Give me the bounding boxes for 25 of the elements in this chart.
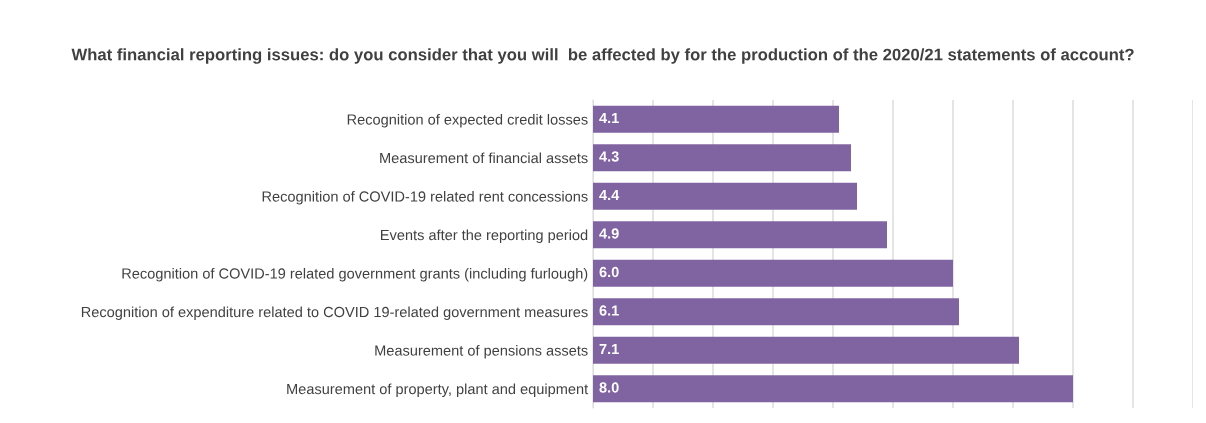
chart-title: What financial reporting issues: do you consider that you will be affected by for the production of the 2020/21 statements of account? — [71, 48, 1134, 64]
y-tick-label: Recognition of COVID-19 related rent concessions — [262, 190, 588, 205]
y-tick-label: Recognition of expenditure related to COVID 19-related government measures — [81, 306, 588, 321]
bar — [593, 221, 887, 249]
bar — [593, 298, 959, 326]
y-tick-label: Measurement of property, plant and equipment — [287, 383, 589, 398]
data-label: 6.1 — [599, 305, 619, 316]
bar — [593, 375, 1073, 403]
y-tick-label: Measurement of financial assets — [380, 152, 588, 164]
data-label: 4.4 — [599, 189, 620, 201]
y-tick-label: Events after the reporting period — [381, 229, 588, 244]
data-label: 7.1 — [599, 343, 619, 355]
data-label: 6.0 — [599, 266, 619, 278]
y-tick-label: Recognition of COVID-19 related government grants (including furlough) — [122, 267, 588, 282]
data-label: 4.1 — [599, 112, 619, 124]
bar — [593, 144, 851, 172]
data-label: 8.0 — [599, 382, 619, 393]
bar — [593, 336, 1019, 364]
y-tick-label: Measurement of pensions assets — [375, 344, 588, 359]
bar — [593, 105, 839, 133]
data-label: 4.3 — [599, 151, 619, 162]
bar — [593, 182, 857, 210]
bar — [593, 259, 953, 287]
y-tick-label: Recognition of expected credit losses — [347, 113, 588, 128]
data-label: 4.9 — [599, 228, 619, 239]
